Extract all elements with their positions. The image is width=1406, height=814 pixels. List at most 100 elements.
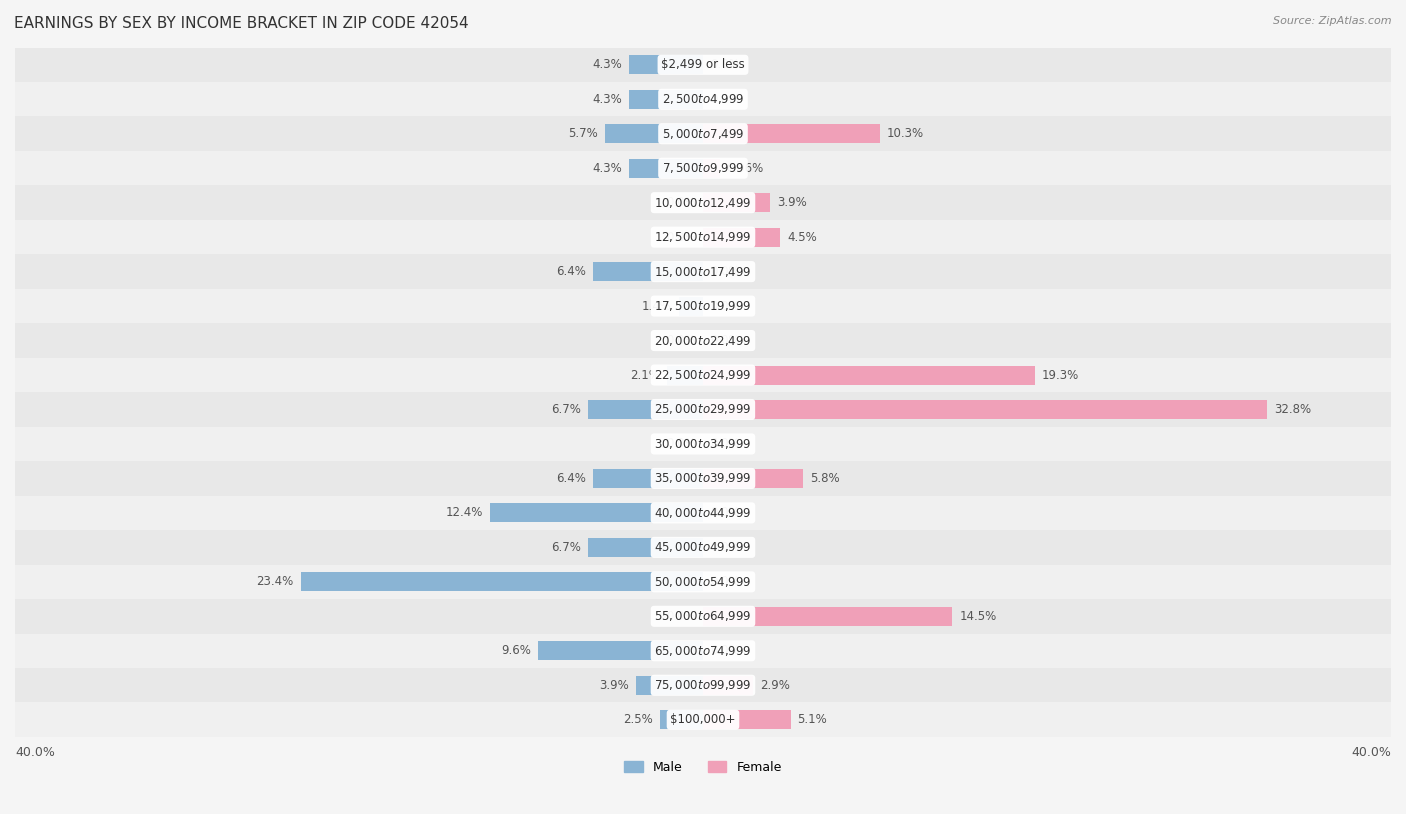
Text: 2.5%: 2.5%: [623, 713, 654, 726]
Bar: [15, 427, 1391, 462]
Text: $7,500 to $9,999: $7,500 to $9,999: [662, 161, 744, 175]
Bar: [703, 228, 780, 247]
Bar: [703, 159, 720, 177]
Text: $15,000 to $17,499: $15,000 to $17,499: [654, 265, 752, 278]
Text: 4.3%: 4.3%: [592, 93, 623, 106]
Text: 40.0%: 40.0%: [15, 746, 55, 759]
Bar: [703, 606, 952, 626]
Text: 12.4%: 12.4%: [446, 506, 482, 519]
Text: 4.3%: 4.3%: [592, 59, 623, 72]
Text: 4.3%: 4.3%: [592, 162, 623, 175]
Text: 5.7%: 5.7%: [568, 127, 598, 140]
Text: $2,499 or less: $2,499 or less: [661, 59, 745, 72]
Text: 0.0%: 0.0%: [710, 644, 740, 657]
Bar: [15, 530, 1391, 565]
Bar: [15, 186, 1391, 220]
Text: 0.0%: 0.0%: [666, 230, 696, 243]
Text: 0.0%: 0.0%: [666, 196, 696, 209]
Bar: [15, 289, 1391, 323]
Text: 0.0%: 0.0%: [710, 575, 740, 589]
Text: $25,000 to $29,999: $25,000 to $29,999: [654, 402, 752, 417]
Text: $40,000 to $44,999: $40,000 to $44,999: [654, 506, 752, 520]
Bar: [703, 193, 770, 212]
Bar: [15, 116, 1391, 151]
Bar: [489, 503, 703, 523]
Text: 4.5%: 4.5%: [787, 230, 817, 243]
Text: 0.0%: 0.0%: [710, 506, 740, 519]
Legend: Male, Female: Male, Female: [619, 756, 787, 779]
Bar: [15, 565, 1391, 599]
Bar: [15, 599, 1391, 633]
Text: $20,000 to $22,499: $20,000 to $22,499: [654, 334, 752, 348]
Text: 0.0%: 0.0%: [710, 93, 740, 106]
Text: 3.9%: 3.9%: [599, 679, 628, 692]
Text: 6.4%: 6.4%: [557, 472, 586, 485]
Text: 14.5%: 14.5%: [959, 610, 997, 623]
Bar: [659, 711, 703, 729]
Bar: [703, 125, 880, 143]
Text: 0.0%: 0.0%: [710, 540, 740, 554]
Bar: [679, 296, 703, 316]
Bar: [15, 220, 1391, 255]
Text: $2,500 to $4,999: $2,500 to $4,999: [662, 92, 744, 107]
Bar: [703, 400, 1267, 419]
Text: $50,000 to $54,999: $50,000 to $54,999: [654, 575, 752, 589]
Text: 0.0%: 0.0%: [710, 300, 740, 313]
Text: 0.0%: 0.0%: [710, 59, 740, 72]
Bar: [588, 400, 703, 419]
Text: 0.0%: 0.0%: [666, 610, 696, 623]
Bar: [15, 462, 1391, 496]
Text: $65,000 to $74,999: $65,000 to $74,999: [654, 644, 752, 658]
Text: 6.7%: 6.7%: [551, 403, 581, 416]
Text: $5,000 to $7,499: $5,000 to $7,499: [662, 127, 744, 141]
Bar: [593, 469, 703, 488]
Bar: [15, 47, 1391, 82]
Text: 2.1%: 2.1%: [630, 369, 659, 382]
Text: 0.0%: 0.0%: [710, 437, 740, 450]
Bar: [703, 365, 1035, 384]
Bar: [666, 365, 703, 384]
Text: $22,500 to $24,999: $22,500 to $24,999: [654, 368, 752, 382]
Text: 3.9%: 3.9%: [778, 196, 807, 209]
Bar: [538, 641, 703, 660]
Bar: [15, 668, 1391, 702]
Bar: [15, 255, 1391, 289]
Bar: [628, 55, 703, 74]
Text: $30,000 to $34,999: $30,000 to $34,999: [654, 437, 752, 451]
Bar: [588, 538, 703, 557]
Bar: [703, 676, 752, 694]
Bar: [636, 676, 703, 694]
Text: 1.4%: 1.4%: [643, 300, 672, 313]
Bar: [301, 572, 703, 591]
Text: 2.9%: 2.9%: [759, 679, 790, 692]
Bar: [15, 82, 1391, 116]
Bar: [15, 392, 1391, 427]
Text: 6.4%: 6.4%: [557, 265, 586, 278]
Text: EARNINGS BY SEX BY INCOME BRACKET IN ZIP CODE 42054: EARNINGS BY SEX BY INCOME BRACKET IN ZIP…: [14, 16, 468, 31]
Bar: [15, 702, 1391, 737]
Bar: [605, 125, 703, 143]
Text: $10,000 to $12,499: $10,000 to $12,499: [654, 195, 752, 210]
Bar: [703, 469, 803, 488]
Bar: [703, 711, 790, 729]
Text: 32.8%: 32.8%: [1274, 403, 1312, 416]
Text: $12,500 to $14,999: $12,500 to $14,999: [654, 230, 752, 244]
Text: $17,500 to $19,999: $17,500 to $19,999: [654, 299, 752, 313]
Text: 6.7%: 6.7%: [551, 540, 581, 554]
Bar: [15, 358, 1391, 392]
Text: 5.8%: 5.8%: [810, 472, 839, 485]
Text: 0.0%: 0.0%: [710, 334, 740, 347]
Bar: [15, 151, 1391, 186]
Text: $35,000 to $39,999: $35,000 to $39,999: [654, 471, 752, 485]
Text: 0.0%: 0.0%: [710, 265, 740, 278]
Text: 0.96%: 0.96%: [727, 162, 763, 175]
Text: 0.0%: 0.0%: [666, 437, 696, 450]
Text: 10.3%: 10.3%: [887, 127, 924, 140]
Text: 23.4%: 23.4%: [256, 575, 294, 589]
Text: 19.3%: 19.3%: [1042, 369, 1078, 382]
Text: 9.6%: 9.6%: [501, 644, 531, 657]
Text: $100,000+: $100,000+: [671, 713, 735, 726]
Bar: [15, 496, 1391, 530]
Text: 0.0%: 0.0%: [666, 334, 696, 347]
Text: 5.1%: 5.1%: [797, 713, 827, 726]
